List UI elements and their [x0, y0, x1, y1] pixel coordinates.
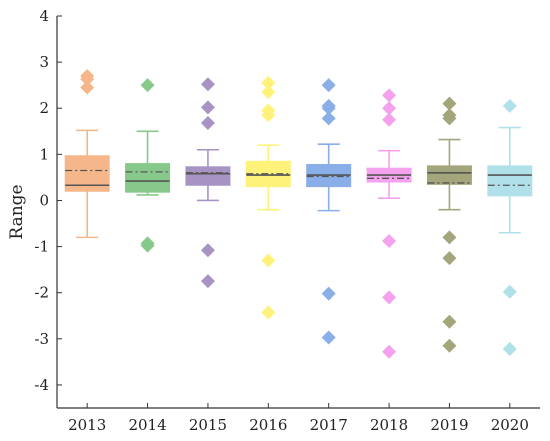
- x-tick-label: 2014: [128, 416, 166, 434]
- box-2016: [245, 75, 291, 320]
- x-tick-label: 2016: [249, 416, 287, 434]
- outlier-point: [261, 108, 276, 123]
- x-tick-label: 2017: [310, 416, 348, 434]
- y-tick-label: -3: [34, 330, 49, 348]
- x-tick-label: 2015: [189, 416, 227, 434]
- y-tick-label: 4: [39, 7, 49, 25]
- box-iqr: [426, 165, 472, 185]
- outlier-point: [442, 96, 457, 111]
- box-iqr: [185, 166, 231, 186]
- y-tick-label: -4: [34, 376, 49, 394]
- outlier-point: [382, 101, 397, 116]
- box-2019: [426, 96, 472, 353]
- outlier-point: [442, 230, 457, 245]
- outlier-point: [80, 80, 95, 95]
- x-tick-label: 2013: [68, 416, 106, 434]
- y-tick-label: 3: [39, 53, 49, 71]
- outlier-point: [382, 290, 397, 305]
- outlier-point: [382, 344, 397, 359]
- outlier-point: [382, 88, 397, 103]
- y-tick-label: 2: [39, 99, 49, 117]
- outlier-point: [321, 330, 336, 345]
- outlier-point: [382, 112, 397, 127]
- box-2017: [306, 78, 352, 345]
- outlier-point: [261, 85, 276, 100]
- outlier-point: [502, 341, 517, 356]
- y-axis-label: Range: [7, 184, 27, 239]
- outlier-point: [200, 115, 215, 130]
- x-tick-label: 2018: [370, 416, 408, 434]
- box-iqr: [125, 163, 171, 193]
- outlier-point: [382, 234, 397, 249]
- outlier-point: [502, 284, 517, 299]
- box-2018: [366, 88, 412, 359]
- outlier-point: [261, 75, 276, 90]
- outlier-point: [442, 314, 457, 329]
- outlier-point: [200, 274, 215, 289]
- outlier-point: [321, 286, 336, 301]
- outlier-point: [502, 98, 517, 113]
- outlier-point: [321, 78, 336, 93]
- box-2013: [64, 68, 110, 239]
- y-tick-label: -2: [34, 284, 49, 302]
- outlier-point: [321, 111, 336, 126]
- outlier-point: [442, 251, 457, 266]
- outlier-point: [140, 238, 155, 253]
- axes: -4 -3 -2 -1 0 1 2 3 4 2013 2014 2015 2016 2017 2018 201…: [34, 7, 540, 434]
- outlier-point: [442, 338, 457, 353]
- outlier-point: [261, 305, 276, 320]
- box-2020: [487, 98, 533, 356]
- outlier-point: [200, 243, 215, 258]
- y-tick-label: 1: [39, 145, 49, 163]
- x-tick-label: 2020: [491, 416, 529, 434]
- box-2014: [125, 78, 171, 253]
- outlier-point: [80, 68, 95, 83]
- plot-area: [64, 68, 533, 359]
- y-tick-label: 0: [39, 191, 49, 209]
- x-tick-label: 2019: [430, 416, 468, 434]
- outlier-point: [140, 78, 155, 93]
- outlier-point: [442, 111, 457, 126]
- outlier-point: [261, 253, 276, 268]
- outlier-point: [321, 101, 336, 116]
- box-iqr: [487, 165, 533, 197]
- box-2015: [185, 77, 231, 289]
- outlier-point: [200, 77, 215, 92]
- outlier-point: [200, 100, 215, 115]
- y-tick-label: -1: [34, 238, 49, 256]
